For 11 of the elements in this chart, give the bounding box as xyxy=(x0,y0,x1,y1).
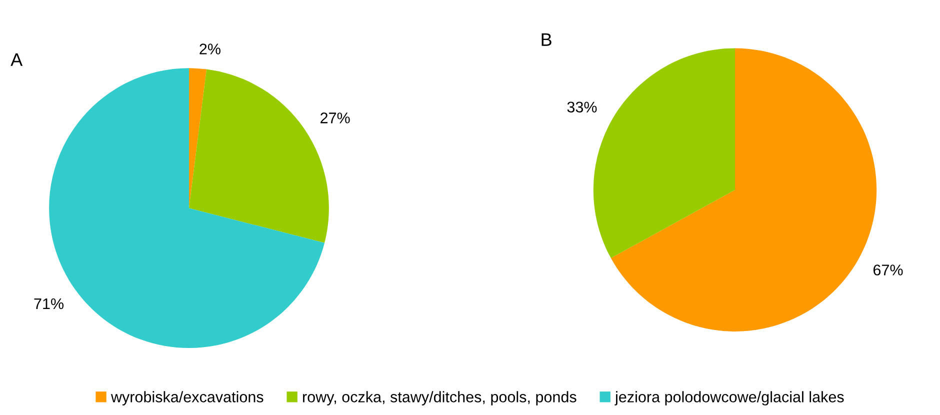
legend-label: wyrobiska/excavations xyxy=(110,391,264,406)
pie-slice xyxy=(189,68,207,208)
legend-label: rowy, oczka, stawy/ditches, pools, ponds xyxy=(303,391,576,406)
data-label: 67% xyxy=(874,264,903,276)
legend-label: jeziora polodowcowe/glacial lakes xyxy=(614,391,844,406)
data-label: 2% xyxy=(200,44,220,54)
data-label: 33% xyxy=(567,102,597,113)
chart-title: A xyxy=(10,53,23,66)
chart-title: B xyxy=(542,33,552,46)
data-label: 27% xyxy=(320,112,350,124)
data-label: 71% xyxy=(34,298,64,310)
